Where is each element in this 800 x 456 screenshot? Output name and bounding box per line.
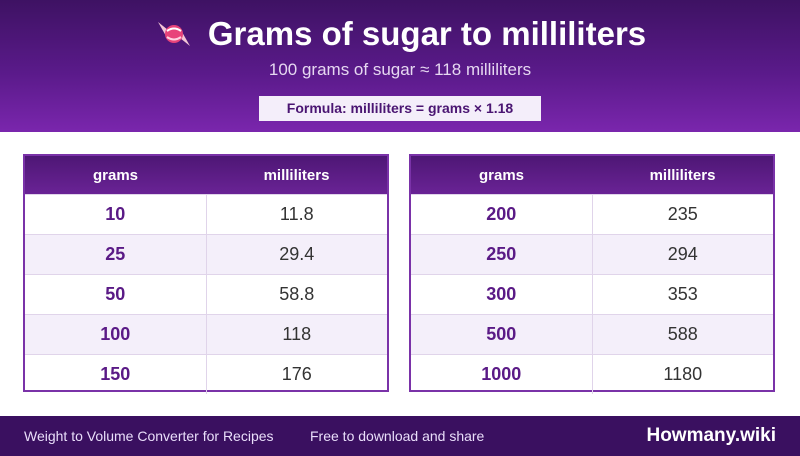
column-header-grams: grams [92, 166, 139, 184]
candy-icon [154, 14, 194, 54]
grams-cell: 300 [411, 274, 593, 315]
title-row: Grams of sugar to milliliters [0, 12, 800, 56]
table: grams milliliters 200 235 250 294 300 35… [411, 156, 773, 394]
table-row: 150 176 [25, 354, 387, 394]
milliliters-cell: 588 [592, 314, 773, 355]
grams-cell: 250 [411, 234, 593, 275]
table: grams milliliters 10 11.8 25 29.4 50 58.… [25, 156, 387, 394]
milliliters-cell: 1180 [592, 354, 773, 394]
grams-cell: 500 [411, 314, 593, 355]
footer-share-note: Free to download and share [310, 428, 485, 444]
milliliters-cell: 29.4 [206, 234, 387, 275]
grams-cell: 150 [25, 354, 207, 394]
milliliters-cell: 11.8 [206, 194, 387, 235]
table-row: 50 58.8 [25, 274, 387, 315]
milliliters-cell: 353 [592, 274, 773, 315]
brand-logo-text[interactable]: Howmany.wiki [646, 425, 776, 446]
table-row: 200 235 [411, 194, 773, 235]
formula-badge: Formula: milliliters = grams × 1.18 [259, 96, 541, 121]
table-row: 10 11.8 [25, 194, 387, 235]
subtitle: 100 grams of sugar ≈ 118 milliliters [268, 60, 532, 79]
table-row: 1000 1180 [411, 354, 773, 394]
grams-cell: 100 [25, 314, 207, 355]
milliliters-cell: 235 [592, 194, 773, 235]
milliliters-cell: 58.8 [206, 274, 387, 315]
table-header-row: grams milliliters [25, 156, 387, 195]
table-row: 300 353 [411, 274, 773, 315]
grams-cell: 200 [411, 194, 593, 235]
grams-cell: 10 [25, 194, 207, 235]
table-row: 25 29.4 [25, 234, 387, 275]
milliliters-cell: 118 [206, 314, 387, 355]
table-header-row: grams milliliters [411, 156, 773, 195]
table-row: 100 118 [25, 314, 387, 355]
column-header-milliliters: milliliters [263, 166, 330, 184]
page-title: Grams of sugar to milliliters [207, 15, 647, 52]
header: Grams of sugar to milliliters 100 grams … [0, 0, 800, 132]
footer-tagline: Weight to Volume Converter for Recipes [24, 428, 274, 444]
column-header-milliliters: milliliters [649, 166, 716, 184]
conversion-table-right: grams milliliters 200 235 250 294 300 35… [409, 154, 775, 394]
footer: Weight to Volume Converter for Recipes F… [0, 416, 800, 456]
grams-cell: 50 [25, 274, 207, 315]
table-row: 250 294 [411, 234, 773, 275]
conversion-table-left: grams milliliters 10 11.8 25 29.4 50 58.… [23, 154, 389, 394]
grams-cell: 1000 [411, 354, 593, 394]
column-header-grams: grams [478, 166, 525, 184]
grams-cell: 25 [25, 234, 207, 275]
milliliters-cell: 176 [206, 354, 387, 394]
table-row: 500 588 [411, 314, 773, 355]
milliliters-cell: 294 [592, 234, 773, 275]
